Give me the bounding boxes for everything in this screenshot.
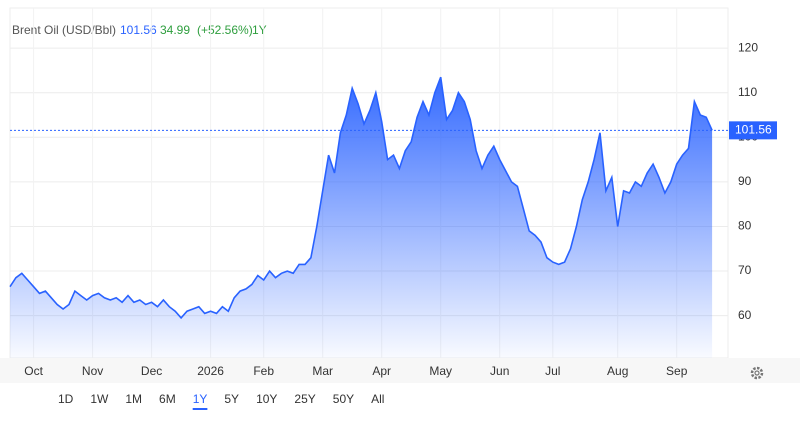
current-price: 101.56 (120, 23, 157, 37)
change-percent: (+52.56%) (197, 23, 253, 37)
change: 34.99 (160, 23, 190, 37)
y-tick-label: 60 (738, 308, 752, 322)
y-tick-label: 80 (738, 219, 752, 233)
current-price-badge (729, 121, 777, 140)
y-tick-label: 70 (738, 263, 752, 277)
area-fill (10, 77, 713, 358)
x-tick-label: May (429, 364, 452, 378)
x-tick-label: Feb (253, 364, 274, 378)
range-button[interactable]: All (371, 392, 384, 406)
range-button[interactable]: 25Y (294, 392, 315, 406)
x-tick-label: Oct (24, 364, 43, 378)
x-tick-label: Aug (607, 364, 628, 378)
range-button[interactable]: 10Y (256, 392, 277, 406)
range-button[interactable]: 5Y (224, 392, 239, 406)
x-tick-label: Jun (490, 364, 509, 378)
period: 1Y (252, 23, 267, 37)
range-button[interactable]: 1M (125, 392, 142, 406)
price-line (9, 76, 713, 320)
x-tick-label: Apr (372, 364, 391, 378)
settings-icon[interactable] (750, 366, 764, 380)
range-button[interactable]: 1D (58, 392, 74, 406)
y-tick-label: 110 (738, 85, 757, 99)
range-button[interactable]: 1W (90, 392, 109, 406)
x-tick-label: Jul (545, 364, 560, 378)
x-tick-label: Mar (312, 364, 333, 378)
y-tick-label: 90 (738, 174, 752, 188)
range-button[interactable]: 1Y (193, 392, 208, 406)
x-axis-band (0, 358, 800, 383)
range-button[interactable]: 6M (159, 392, 176, 406)
range-button[interactable]: 50Y (333, 392, 354, 406)
x-tick-label: Nov (82, 364, 103, 378)
y-tick-label: 120 (738, 40, 758, 54)
x-tick-label: Sep (666, 364, 688, 378)
x-tick-label: Dec (141, 364, 162, 378)
x-tick-label: 2026 (197, 364, 224, 378)
chart-title: Brent Oil (USD/Bbl) (12, 23, 116, 37)
current-price-badge-label: 101.56 (735, 123, 772, 137)
